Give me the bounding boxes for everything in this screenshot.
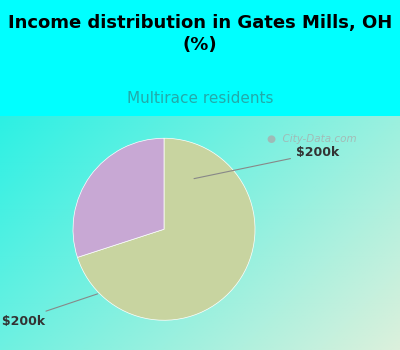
Text: $200k: $200k [194,146,339,178]
Text: > $200k: > $200k [0,294,98,328]
Wedge shape [78,138,255,320]
Text: Multirace residents: Multirace residents [127,91,273,106]
Text: ●  City-Data.com: ● City-Data.com [267,134,357,144]
Wedge shape [73,138,164,257]
Text: Income distribution in Gates Mills, OH
(%): Income distribution in Gates Mills, OH (… [8,14,392,54]
